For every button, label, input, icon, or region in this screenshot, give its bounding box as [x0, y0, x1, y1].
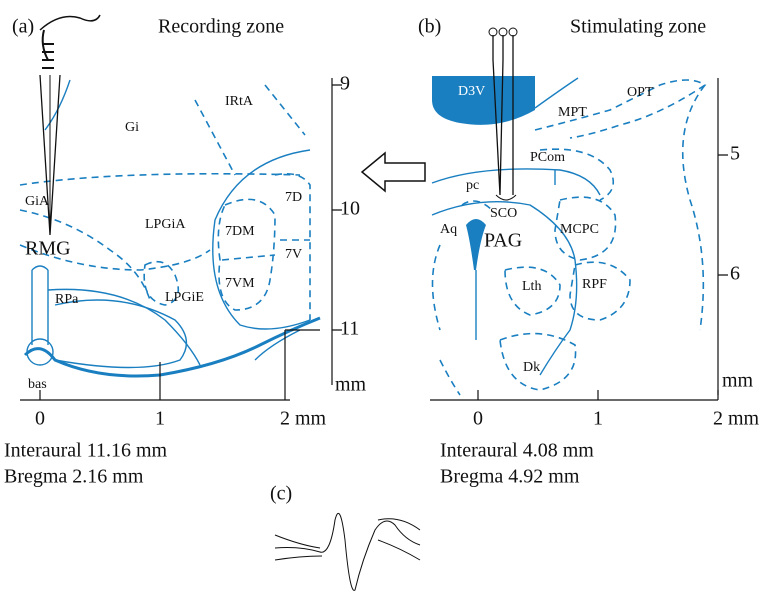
tract [432, 169, 600, 195]
region-outline [218, 199, 275, 310]
panel-title: Stimulating zone [570, 16, 706, 38]
region-label: RMG [25, 238, 71, 260]
tick-label: 5 [730, 143, 740, 165]
region-label: OPT [627, 85, 654, 100]
region-label: LPGiE [165, 290, 204, 305]
tick-label: 1 [155, 408, 165, 430]
boundary [20, 174, 300, 185]
panel-label: (a) [12, 16, 34, 38]
region-label: SCO [490, 206, 517, 221]
horizontal-scale [430, 390, 718, 400]
region-label: Gi [125, 120, 139, 135]
region-label: MCPC [560, 222, 599, 237]
region-label: pc [466, 178, 479, 193]
figure: (a) Recording zone (b) Stimulating zone … [0, 0, 776, 595]
tick-label: 2 mm [713, 408, 760, 430]
panel-title: Recording zone [158, 16, 284, 38]
tick-label: mm [335, 374, 367, 396]
tick-label: 0 [473, 408, 483, 430]
boundary [433, 245, 461, 395]
region-label: 7V [285, 247, 302, 262]
region-label: RPa [55, 292, 79, 307]
rpa [32, 266, 48, 345]
region-label: bas [28, 377, 47, 392]
spike-waveform [275, 513, 420, 590]
region-label: PCom [530, 150, 565, 165]
tick-label: 11 [340, 318, 359, 340]
region-label: RPF [582, 277, 607, 292]
panel-label: (c) [270, 483, 292, 505]
region-label: Aq [440, 222, 457, 237]
tick-label: 1 [593, 408, 603, 430]
tick-label: 9 [340, 73, 350, 95]
tract [535, 78, 578, 108]
caption: Bregma 4.92 mm [440, 466, 580, 488]
region-label: GiA [25, 194, 50, 209]
region-label: LPGiA [145, 217, 186, 232]
region-label: Dk [523, 360, 540, 375]
region-label: MPT [558, 105, 587, 120]
arrow [362, 153, 425, 191]
tick-label: 0 [35, 408, 45, 430]
panel-label: (b) [418, 16, 441, 38]
tick-label: 10 [340, 198, 360, 220]
tick-label: mm [722, 370, 754, 392]
region-label: 7D [285, 190, 302, 205]
caption: Bregma 2.16 mm [4, 466, 144, 488]
caption: Interaural 4.08 mm [440, 440, 594, 462]
region-outline [55, 300, 186, 368]
region-label: PAG [484, 230, 522, 252]
boundary [265, 85, 305, 135]
vertical-scale [718, 78, 728, 395]
aq [466, 219, 486, 270]
ventral-surface [25, 318, 320, 376]
region-label: 7VM [225, 276, 255, 291]
region-label: Lth [522, 279, 541, 294]
boundary [683, 85, 705, 330]
region-label: IRtA [225, 94, 254, 109]
caption: Interaural 11.16 mm [4, 440, 168, 462]
tick-label: 6 [730, 263, 740, 285]
boundary [222, 255, 275, 260]
boundary [195, 100, 235, 175]
region-label: D3V [458, 84, 485, 99]
region-label: 7DM [225, 224, 255, 239]
tick-label: 2 mm [280, 408, 327, 430]
